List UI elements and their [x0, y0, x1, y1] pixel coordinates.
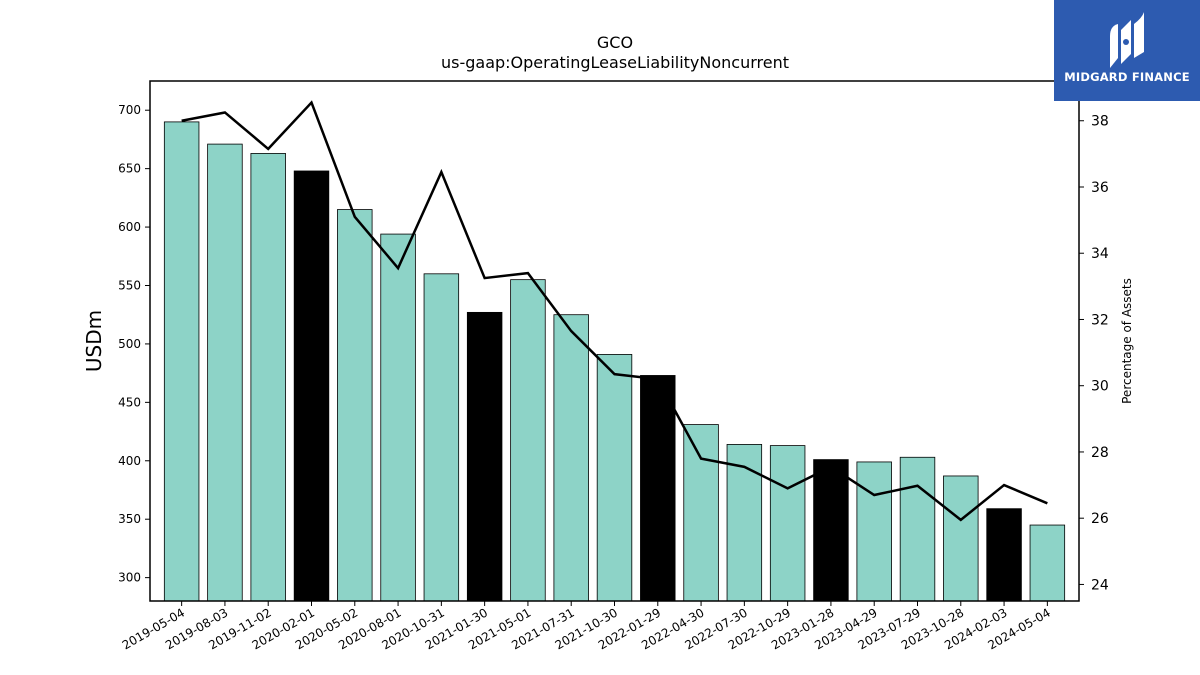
y-axis-label-left: USDm — [82, 310, 106, 372]
bar — [596, 354, 633, 602]
bar — [769, 445, 806, 602]
bar — [293, 170, 330, 602]
bar — [380, 233, 416, 602]
bar — [683, 424, 719, 602]
y-right-tick-label: 36 — [1091, 180, 1109, 196]
y-right-tick-label: 24 — [1091, 577, 1109, 593]
bar-series — [163, 121, 1066, 602]
y-tick-label: 700 — [118, 103, 141, 117]
bar — [986, 508, 1022, 602]
bar — [640, 375, 676, 602]
y-right-tick-label: 30 — [1091, 379, 1109, 395]
brand-name: MIDGARD FINANCE — [1064, 70, 1190, 84]
y-right-tick-label: 32 — [1091, 312, 1109, 328]
midgard-logo-icon — [1110, 12, 1144, 68]
bar — [207, 143, 243, 602]
y-tick-label: 550 — [118, 278, 141, 292]
bar — [856, 461, 892, 602]
series-line — [181, 100, 1048, 522]
y-right-tick-label: 38 — [1091, 114, 1109, 130]
bar — [466, 311, 503, 602]
bar — [163, 121, 200, 602]
y-tick-label: 500 — [118, 337, 141, 351]
y-tick-label: 450 — [118, 395, 141, 409]
bar — [813, 459, 849, 602]
y-tick-label: 400 — [118, 454, 141, 468]
bar — [899, 456, 936, 602]
chart-title: GCO — [597, 33, 633, 52]
y-axis-label-right: Percentage of Assets — [1120, 278, 1134, 404]
y-axis-right: 24 26 28 30 32 34 36 38 — [1079, 114, 1109, 593]
y-right-tick-label: 26 — [1091, 511, 1109, 527]
chart-subtitle: us-gaap:OperatingLeaseLiabilityNoncurren… — [441, 53, 789, 72]
brand-logo: MIDGARD FINANCE — [1054, 0, 1200, 101]
line-series — [181, 100, 1048, 522]
y-right-tick-label: 34 — [1091, 246, 1109, 262]
bar — [943, 475, 979, 602]
bar — [337, 209, 373, 602]
y-tick-label: 650 — [118, 162, 141, 176]
x-axis: 2019-05-042019-08-032019-11-022020-02-01… — [120, 601, 1053, 652]
y-tick-label: 350 — [118, 512, 141, 526]
y-tick-label: 600 — [118, 220, 141, 234]
y-right-tick-label: 28 — [1091, 445, 1109, 461]
bar — [1029, 524, 1066, 602]
y-tick-label: 300 — [118, 571, 141, 585]
bar — [423, 273, 460, 602]
bar — [553, 314, 589, 602]
bar — [510, 279, 546, 602]
bar — [250, 153, 286, 602]
bar — [726, 444, 763, 602]
y-axis-left: 300 350 400 450 500 550 600 650 700 — [118, 103, 150, 585]
